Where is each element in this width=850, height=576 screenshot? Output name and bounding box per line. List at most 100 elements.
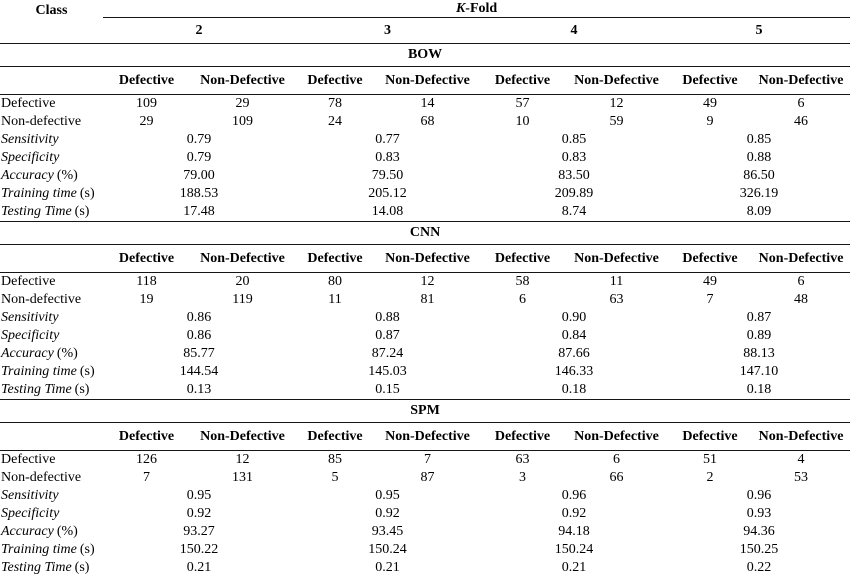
col-header-non-defective: Non-Defective [752,422,850,451]
row-label-text: Accuracy [1,524,54,539]
cell-value: 4 [797,452,805,467]
row-label-text: Sensitivity [1,310,59,325]
row-training-time: Training time (s) 188.53 205.12 209.89 32… [0,185,850,203]
row-label-text: Training time [1,364,77,379]
cell-value: 85 [328,452,342,467]
cell-value: 87.24 [371,346,404,361]
fold-3-header: 3 [295,17,480,44]
kfold-header-row: Class K-Fold [0,0,850,44]
section-title-row: SPM [0,399,850,423]
col-header-defective: Defective [295,422,375,451]
cell-value: 0.79 [186,150,212,165]
cell-value: 49 [703,274,717,289]
cell-value: 150.22 [179,542,219,557]
cell-value: 49 [703,96,717,111]
row-sensitivity: Sensitivity 0.95 0.95 0.96 0.96 [0,487,850,505]
row-label: Testing Time (s) [0,203,103,222]
kfold-suffix: -Fold [465,0,498,16]
cell-value: 88.13 [743,346,775,361]
cell-value: 0.95 [186,488,212,503]
row-label-unit: (%) [56,524,78,539]
cell-value: 24 [328,114,342,129]
cell-value: 8.74 [561,204,587,219]
cell-value: 0.13 [186,382,212,397]
section-title: BOW [0,43,850,67]
cell-value: 29 [235,96,250,111]
cell-value: 94.18 [558,524,590,539]
row-accuracy: Accuracy (%) 85.77 87.24 87.66 88.13 [0,345,850,363]
cell-value: 145.03 [368,364,407,379]
row-label-text: Accuracy [1,346,54,361]
col-header-defective: Defective [668,244,752,273]
row-label: Sensitivity [0,131,103,149]
cell-value: 63 [515,452,530,467]
row-label: Non-defective [1,470,82,485]
column-header-row: Defective Non-Defective Defective Non-De… [0,422,850,451]
cell-value: 0.92 [186,506,212,521]
row-non-defective: Non-defective 7 131 5 87 3 66 2 53 [0,469,850,487]
row-label-text: Sensitivity [1,488,59,503]
cell-value: 0.93 [746,506,772,521]
cell-value: 83.50 [558,168,590,183]
cell-value: 78 [328,96,342,111]
class-header: Class [0,0,103,44]
cell-value: 81 [420,292,435,307]
cell-value: 87 [420,470,435,485]
cell-value: 80 [328,274,342,289]
cell-value: 0.87 [746,310,772,325]
row-label-text: Sensitivity [1,132,59,147]
cell-value: 29 [139,114,154,129]
row-non-defective: Non-defective 29 109 24 68 10 59 9 46 [0,113,850,131]
col-header-defective: Defective [295,66,375,95]
cell-value: 0.15 [375,382,400,397]
cell-value: 14.08 [371,204,404,219]
row-specificity: Specificity 0.79 0.83 0.83 0.88 [0,149,850,167]
cell-value: 58 [515,274,530,289]
section-title-row: BOW [0,43,850,67]
row-label: Testing Time (s) [0,381,103,400]
row-label: Testing Time (s) [0,559,103,576]
row-label: Specificity [0,149,103,167]
cell-value: 12 [235,452,250,467]
col-header-non-defective: Non-Defective [190,422,295,451]
section-cnn: CNN Defective Non-Defective Defective No… [0,221,850,400]
cell-value: 150.24 [554,542,594,557]
row-label: Accuracy (%) [0,345,103,363]
row-testing-time: Testing Time (s) 17.48 14.08 8.74 8.09 [0,203,850,222]
cell-value: 0.92 [375,506,400,521]
section-title: CNN [0,221,850,245]
cell-value: 20 [235,274,250,289]
cell-value: 46 [794,114,809,129]
cell-value: 0.21 [375,560,400,575]
row-label: Specificity [0,327,103,345]
col-header-non-defective: Non-Defective [375,244,480,273]
row-label-text: Testing Time [1,204,72,219]
row-label-unit: (s) [74,382,90,397]
cell-value: 68 [420,114,435,129]
cell-value: 0.92 [561,506,587,521]
row-label: Sensitivity [0,487,103,505]
cell-value: 0.84 [561,328,587,343]
row-label: Defective [1,452,56,467]
cell-value: 0.85 [746,132,772,147]
col-header-defective: Defective [480,66,565,95]
cell-value: 6 [613,452,620,467]
cell-value: 14 [420,96,435,111]
cell-value: 0.96 [561,488,587,503]
row-label-unit: (s) [74,560,90,575]
cell-value: 119 [232,292,253,307]
cell-value: 66 [609,470,624,485]
cell-value: 0.79 [186,132,212,147]
cell-value: 53 [794,470,809,485]
cell-value: 51 [703,452,717,467]
cell-value: 63 [609,292,624,307]
row-specificity: Specificity 0.86 0.87 0.84 0.89 [0,327,850,345]
cell-value: 0.83 [375,150,400,165]
row-label: Defective [1,274,56,289]
col-header-non-defective: Non-Defective [565,244,668,273]
cell-value: 109 [232,114,253,129]
col-header-non-defective: Non-Defective [190,244,295,273]
cell-value: 0.88 [746,150,772,165]
row-sensitivity: Sensitivity 0.79 0.77 0.85 0.85 [0,131,850,149]
row-label: Specificity [0,505,103,523]
